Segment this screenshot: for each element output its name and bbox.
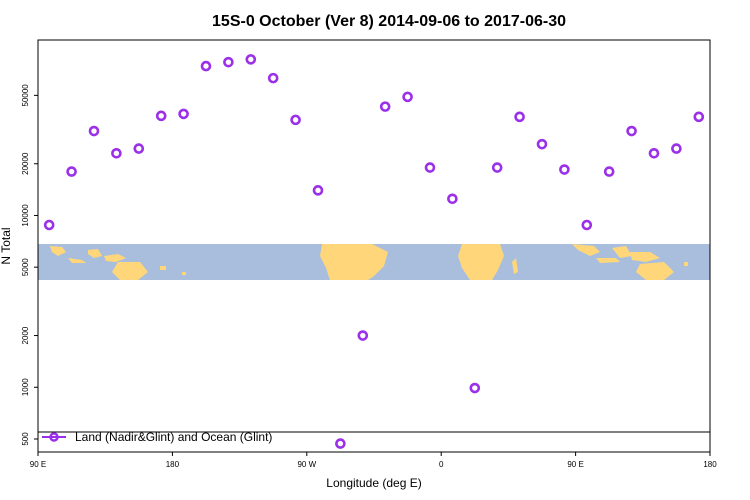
data-point: [66, 166, 77, 177]
data-point: [559, 164, 570, 175]
data-point: [626, 125, 637, 137]
legend: Land (Nadir&Glint) and Ocean (Glint): [38, 430, 710, 444]
data-point: [447, 193, 458, 205]
x-axis: 90 E 180 90 W 0 90 E 180: [30, 452, 717, 469]
data-point: [335, 438, 346, 449]
data-point: [43, 219, 55, 231]
land-australia-2: [636, 262, 674, 280]
data-point: [424, 162, 436, 173]
data-point: [648, 148, 660, 159]
land-island-3: [684, 262, 688, 266]
land-java-2: [596, 258, 620, 263]
data-point: [267, 72, 279, 84]
land-newguinea-2: [630, 252, 660, 262]
land-newguinea-west: [104, 254, 126, 262]
data-point: [245, 54, 257, 65]
x-tick-label: 90 E: [567, 460, 583, 469]
land-africa: [458, 244, 504, 280]
x-tick-label: 90 E: [30, 460, 46, 469]
data-point: [155, 110, 167, 122]
y-tick-label: 20000: [21, 152, 30, 175]
x-tick-label: 180: [166, 460, 180, 469]
data-point: [671, 143, 682, 154]
data-point: [536, 138, 548, 150]
x-axis-label: Longitude (deg E): [326, 476, 421, 490]
data-point: [111, 148, 122, 159]
land-sulawesi-2: [612, 246, 632, 258]
data-point: [178, 108, 189, 120]
land-australia-north: [112, 262, 148, 280]
data-point: [223, 56, 234, 68]
chart-title: 15S-0 October (Ver 8) 2014-09-06 to 2017…: [212, 13, 566, 30]
land-sumatra-2: [572, 244, 600, 256]
y-tick-label: 2000: [21, 326, 30, 344]
data-point: [357, 330, 369, 341]
land-java: [68, 258, 86, 263]
y-tick-label: 1000: [21, 378, 30, 396]
data-point: [469, 382, 481, 394]
x-tick-label: 180: [703, 460, 717, 469]
land-masses: [50, 244, 688, 280]
y-axis-label: N Total: [0, 227, 13, 264]
land-sulawesi: [88, 249, 102, 258]
y-axis: 500 1000 2000 5000 10000 20000 50000: [21, 84, 38, 446]
plot-border: [37, 39, 711, 453]
land-island-1: [160, 266, 166, 270]
data-point: [200, 60, 212, 72]
data-point: [581, 219, 593, 231]
data-point: [133, 143, 145, 154]
y-tick-label: 500: [21, 432, 30, 446]
x-tick-label: 0: [439, 460, 444, 469]
data-point: [88, 125, 100, 137]
legend-marker: [49, 432, 59, 442]
data-point: [491, 162, 503, 173]
y-tick-label: 10000: [21, 204, 30, 227]
data-point: [312, 185, 324, 196]
x-tick-label: 90 W: [297, 460, 316, 469]
land-island-2: [182, 272, 186, 275]
data-point: [514, 111, 525, 123]
land-sumatra: [50, 246, 66, 256]
y-tick-label: 5000: [21, 258, 30, 276]
y-tick-label: 50000: [21, 84, 30, 107]
data-point: [402, 91, 413, 103]
data-point: [379, 101, 391, 112]
data-point: [603, 166, 615, 177]
data-points: [43, 54, 705, 449]
data-point: [290, 114, 301, 126]
land-south-america: [320, 244, 388, 280]
background-map: [38, 244, 710, 280]
legend-entry: Land (Nadir&Glint) and Ocean (Glint): [75, 430, 272, 444]
data-point: [693, 111, 705, 123]
land-madagascar: [512, 258, 518, 274]
